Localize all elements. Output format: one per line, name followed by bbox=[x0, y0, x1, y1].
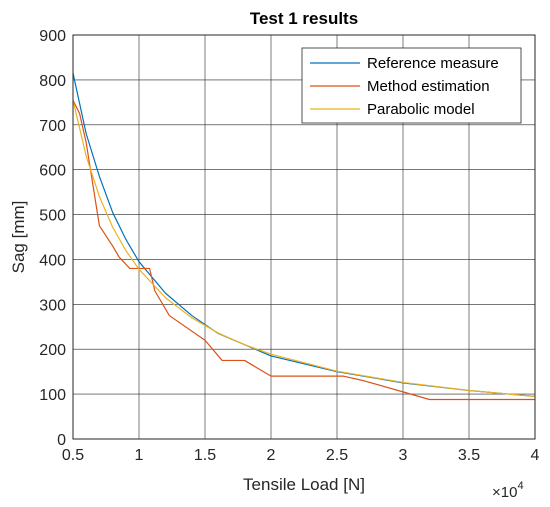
y-tick-label: 400 bbox=[39, 252, 66, 269]
y-tick-label: 600 bbox=[39, 163, 66, 180]
tick-labels: 0.5 1 1.5 2 2.5 3 3.5 4 0 100 200 300 400 500 600 700 80… bbox=[39, 28, 539, 464]
x-tick-label: 2.5 bbox=[326, 447, 348, 464]
x-tick-label: 1.5 bbox=[194, 447, 216, 464]
y-tick-label: 900 bbox=[39, 28, 66, 45]
x-axis-exponent-power: 4 bbox=[517, 480, 523, 492]
series-line-parabolic-model bbox=[72, 99, 536, 397]
legend-label-parabolic-model: Parabolic model bbox=[367, 101, 475, 118]
y-tick-label: 0 bbox=[57, 432, 66, 449]
legend-label-reference-measure: Reference measure bbox=[367, 55, 499, 72]
x-axis-label: Tensile Load [N] bbox=[243, 475, 365, 494]
y-tick-label: 700 bbox=[39, 118, 66, 135]
series-layer bbox=[72, 73, 536, 401]
y-tick-label: 500 bbox=[39, 208, 66, 225]
legend-label-method-estimation: Method estimation bbox=[367, 78, 490, 95]
x-axis-exponent-base: ×10 bbox=[492, 484, 517, 501]
x-tick-label: 2 bbox=[267, 447, 276, 464]
y-tick-label: 200 bbox=[39, 342, 66, 359]
plot-frame bbox=[72, 34, 536, 440]
x-tick-label: 1 bbox=[135, 447, 144, 464]
x-tick-label: 4 bbox=[531, 447, 540, 464]
x-tick-label: 3.5 bbox=[458, 447, 480, 464]
x-tick-label: 3 bbox=[399, 447, 408, 464]
series-line-method-estimation bbox=[72, 99, 535, 401]
chart-title: Test 1 results bbox=[250, 9, 358, 28]
y-tick-label: 100 bbox=[39, 387, 66, 404]
y-axis-label: Sag [mm] bbox=[9, 201, 28, 274]
x-tick-label: 0.5 bbox=[62, 447, 84, 464]
y-tick-label: 300 bbox=[39, 297, 66, 314]
x-axis-exponent: ×104 bbox=[492, 480, 524, 501]
y-tick-label: 800 bbox=[39, 73, 66, 90]
legend: Reference measure Method estimation Para… bbox=[301, 47, 522, 124]
